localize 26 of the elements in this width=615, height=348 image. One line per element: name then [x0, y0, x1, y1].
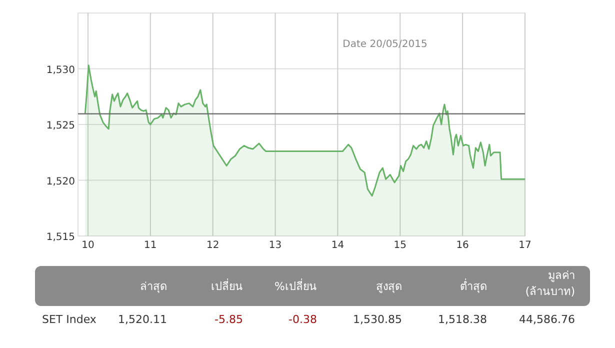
x-tick-label: 17: [518, 240, 532, 251]
x-tick-label: 11: [144, 240, 157, 251]
y-tick-label: 1,515: [46, 232, 75, 243]
category-label: ล่าสุด: [140, 280, 167, 293]
category-label: ต่ำสุด: [460, 278, 487, 293]
x-tick-label: 12: [206, 240, 220, 251]
text: 1,518.38: [438, 313, 487, 326]
x-tick-label: 15: [394, 240, 407, 251]
text: 44,586.76: [519, 313, 575, 326]
x-tick-label: 14: [331, 240, 344, 251]
x-tick-label: 13: [268, 240, 282, 251]
y-tick-label: 1,525: [46, 120, 75, 132]
annotation: Date 20/05/2015: [342, 39, 428, 50]
text: -0.38: [288, 313, 317, 326]
category-label: มูลค่า (ล้านบาท): [525, 269, 575, 298]
category-label: %เปลี่ยน: [274, 278, 317, 293]
text: 1,530.85: [353, 313, 402, 326]
text: 1,520.11: [118, 313, 167, 326]
text: -5.85: [214, 313, 243, 326]
category-label: สูงสุด: [376, 280, 402, 293]
x-tick-label: 16: [456, 240, 469, 251]
text: SET Index: [42, 313, 97, 326]
y-tick-label: 1,530: [46, 64, 75, 76]
category-label: เปลี่ยน: [211, 278, 243, 293]
y-tick-label: 1,520: [46, 176, 75, 188]
x-tick-label: 10: [82, 240, 94, 251]
